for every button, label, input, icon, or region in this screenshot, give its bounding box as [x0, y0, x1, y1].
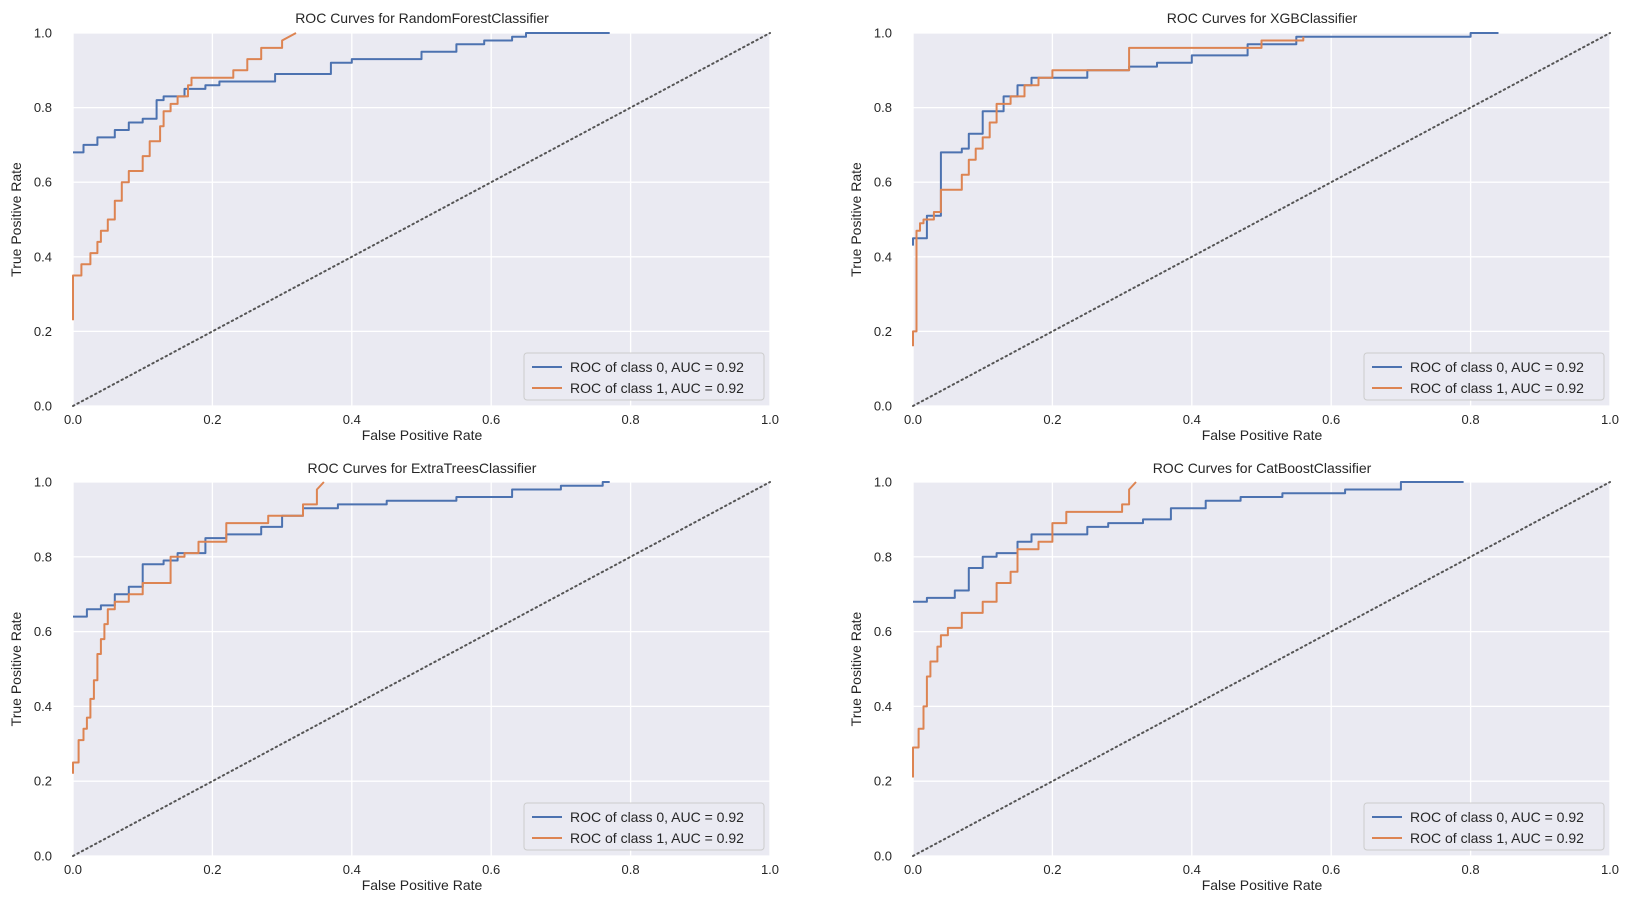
legend-label-class-1: ROC of class 1, AUC = 0.92: [1410, 380, 1584, 396]
x-tick-label: 0.4: [1183, 862, 1201, 877]
diagonal-reference-line: [912, 481, 1611, 857]
x-tick-label: 0.0: [64, 862, 82, 877]
x-tick-label: 0.0: [64, 412, 82, 427]
y-tick-label: 0.4: [874, 249, 892, 264]
y-tick-label: 0.4: [34, 249, 52, 264]
legend-label-class-1: ROC of class 1, AUC = 0.92: [1410, 830, 1584, 846]
legend-label-class-1: ROC of class 1, AUC = 0.92: [570, 830, 744, 846]
diagonal-reference-line: [912, 32, 1611, 407]
y-tick-label: 0.8: [34, 549, 52, 564]
y-tick-label: 0.6: [34, 175, 52, 190]
roc-curve-class-1: [912, 36, 1305, 347]
chart-title: ROC Curves for ExtraTreesClassifier: [308, 460, 537, 476]
legend-label-class-1: ROC of class 1, AUC = 0.92: [570, 380, 744, 396]
x-tick-label: 0.8: [1462, 412, 1480, 427]
y-tick-label: 0.0: [34, 399, 52, 414]
legend-label-class-0: ROC of class 0, AUC = 0.92: [570, 809, 744, 825]
x-axis-label: False Positive Rate: [362, 427, 483, 443]
chart-title: ROC Curves for CatBoostClassifier: [1153, 460, 1372, 476]
y-axis-label: True Positive Rate: [8, 611, 24, 726]
x-tick-label: 0.2: [203, 862, 221, 877]
chart-panel-0: 0.0 0.2 0.4 0.6 0.8 1.0 0.0 0.2 0.4 0.6 0.8 1.0 ROC …: [8, 10, 779, 443]
y-tick-label: 0.2: [34, 324, 52, 339]
y-tick-label: 0.4: [874, 699, 892, 714]
diagonal-reference-line: [72, 481, 771, 857]
y-tick-label: 0.0: [874, 849, 892, 864]
y-tick-label: 1.0: [34, 475, 52, 490]
x-tick-label: 0.2: [1043, 862, 1061, 877]
x-axis-label: False Positive Rate: [1202, 427, 1323, 443]
y-tick-label: 0.8: [874, 100, 892, 115]
roc-curve-class-1: [72, 32, 297, 321]
roc-curve-class-1: [72, 481, 325, 774]
y-tick-label: 1.0: [874, 26, 892, 41]
x-tick-label: 0.0: [904, 862, 922, 877]
x-tick-label: 1.0: [761, 412, 779, 427]
legend-label-class-0: ROC of class 0, AUC = 0.92: [570, 359, 744, 375]
x-tick-label: 0.0: [904, 412, 922, 427]
y-tick-label: 0.0: [874, 399, 892, 414]
legend-box: [523, 352, 765, 401]
y-tick-label: 0.6: [34, 624, 52, 639]
x-tick-label: 0.6: [482, 412, 500, 427]
roc-curve-class-0: [73, 32, 610, 154]
y-tick-label: 0.2: [34, 774, 52, 789]
legend-label-class-0: ROC of class 0, AUC = 0.92: [1410, 809, 1584, 825]
legend-box: [1363, 802, 1605, 851]
y-tick-label: 0.6: [874, 175, 892, 190]
legend: ROC of class 0, AUC = 0.92 ROC of class 1…: [1363, 802, 1605, 851]
chart-panel-1: 0.0 0.2 0.4 0.6 0.8 1.0 0.0 0.2 0.4 0.6 0.8 1.0 ROC …: [848, 10, 1619, 443]
y-axis-label: True Positive Rate: [8, 162, 24, 277]
legend: ROC of class 0, AUC = 0.92 ROC of class 1…: [523, 352, 765, 401]
chart-panel-2: 0.0 0.2 0.4 0.6 0.8 1.0 0.0 0.2 0.4 0.6 0.8 1.0 ROC …: [8, 460, 779, 893]
x-tick-label: 0.2: [1043, 412, 1061, 427]
chart-panel-3: 0.0 0.2 0.4 0.6 0.8 1.0 0.0 0.2 0.4 0.6 0.8 1.0 ROC …: [848, 460, 1619, 893]
legend-box: [1363, 352, 1605, 401]
legend: ROC of class 0, AUC = 0.92 ROC of class 1…: [523, 802, 765, 851]
x-tick-label: 0.6: [1322, 412, 1340, 427]
x-tick-label: 1.0: [1601, 412, 1619, 427]
y-tick-label: 1.0: [874, 475, 892, 490]
x-tick-label: 0.4: [343, 412, 361, 427]
x-tick-label: 0.2: [203, 412, 221, 427]
diagonal-reference-line: [72, 32, 771, 407]
y-tick-label: 0.8: [34, 100, 52, 115]
x-tick-label: 0.8: [622, 412, 640, 427]
legend-label-class-0: ROC of class 0, AUC = 0.92: [1410, 359, 1584, 375]
y-tick-label: 1.0: [34, 26, 52, 41]
roc-curve-class-0: [73, 481, 610, 618]
x-tick-label: 0.4: [1183, 412, 1201, 427]
x-tick-label: 0.8: [1462, 862, 1480, 877]
x-tick-label: 1.0: [1601, 862, 1619, 877]
chart-title: ROC Curves for XGBClassifier: [1167, 10, 1358, 26]
y-tick-label: 0.2: [874, 774, 892, 789]
x-tick-label: 1.0: [761, 862, 779, 877]
y-tick-label: 0.6: [874, 624, 892, 639]
y-tick-label: 0.8: [874, 549, 892, 564]
y-tick-label: 0.0: [34, 849, 52, 864]
roc-curve-class-1: [912, 481, 1137, 778]
x-axis-label: False Positive Rate: [1202, 877, 1323, 893]
y-tick-label: 0.4: [34, 699, 52, 714]
x-axis-label: False Positive Rate: [362, 877, 483, 893]
y-axis-label: True Positive Rate: [848, 611, 864, 726]
chart-title: ROC Curves for RandomForestClassifier: [295, 10, 549, 26]
x-tick-label: 0.6: [1322, 862, 1340, 877]
x-tick-label: 0.6: [482, 862, 500, 877]
x-tick-label: 0.8: [622, 862, 640, 877]
x-tick-label: 0.4: [343, 862, 361, 877]
roc-curve-class-0: [913, 481, 1464, 603]
y-tick-label: 0.2: [874, 324, 892, 339]
legend: ROC of class 0, AUC = 0.92 ROC of class 1…: [1363, 352, 1605, 401]
y-axis-label: True Positive Rate: [848, 162, 864, 277]
legend-box: [523, 802, 765, 851]
